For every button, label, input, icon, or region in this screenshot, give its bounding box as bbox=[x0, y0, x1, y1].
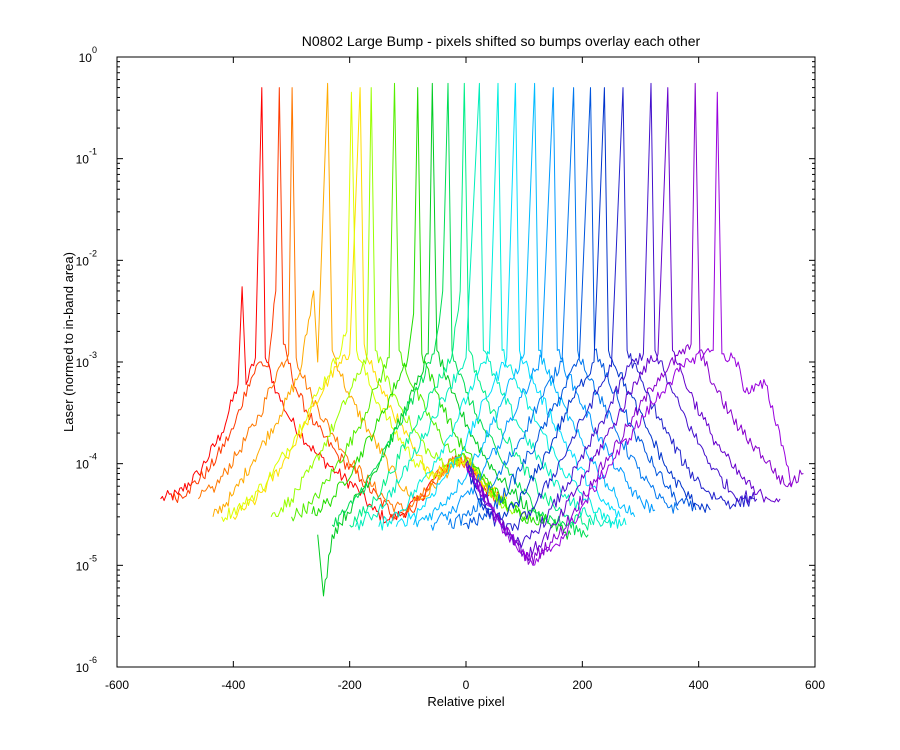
x-tick-label: -600 bbox=[105, 678, 129, 692]
x-tick-label: 600 bbox=[805, 678, 825, 692]
series-line bbox=[430, 87, 656, 531]
x-tick-label: -400 bbox=[221, 678, 245, 692]
y-axis-title: Laser (normed to in-band area) bbox=[61, 252, 76, 432]
chart-title: N0802 Large Bump - pixels shifted so bum… bbox=[302, 33, 701, 49]
series-line bbox=[462, 87, 697, 530]
series-line bbox=[349, 82, 592, 531]
series-line bbox=[232, 87, 508, 520]
y-tick-label: 10-3 bbox=[76, 350, 97, 370]
y-tick-label: 10-2 bbox=[76, 248, 97, 268]
y-tick-label: 10-6 bbox=[76, 655, 97, 675]
x-axis-title: Relative pixel bbox=[427, 694, 504, 709]
x-tick-label: 400 bbox=[689, 678, 709, 692]
series-line bbox=[465, 87, 711, 521]
y-tick-label: 10-4 bbox=[76, 452, 97, 472]
series-line bbox=[465, 82, 804, 565]
y-tick-label: 10-5 bbox=[76, 553, 97, 573]
series-line bbox=[311, 87, 548, 526]
plot-area bbox=[117, 57, 815, 667]
y-tick-label: 10-1 bbox=[76, 147, 97, 167]
x-tick-label: 200 bbox=[572, 678, 592, 692]
series-line bbox=[355, 82, 612, 531]
x-tick-label: 0 bbox=[463, 678, 470, 692]
series-line bbox=[270, 87, 531, 520]
ticks-layer: -600 -400 -200 0 200 400 600 10-6 10-5 10-4 10-3 10… bbox=[76, 45, 826, 692]
series-line bbox=[465, 91, 793, 566]
series-line bbox=[465, 87, 781, 562]
series-line bbox=[378, 82, 627, 531]
series-line bbox=[465, 82, 758, 548]
series-line bbox=[160, 87, 490, 524]
series-layer bbox=[160, 82, 804, 597]
x-tick-label: -200 bbox=[338, 678, 362, 692]
series-line bbox=[317, 82, 572, 597]
y-tick-label: 100 bbox=[79, 45, 97, 65]
series-line bbox=[465, 87, 755, 531]
